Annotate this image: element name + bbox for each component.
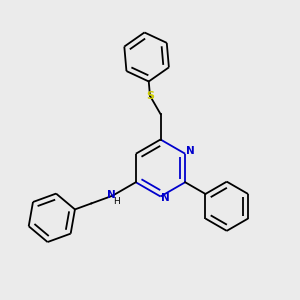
Text: H: H <box>113 197 119 206</box>
Text: N: N <box>107 190 116 200</box>
Text: N: N <box>186 146 195 156</box>
Text: S: S <box>146 91 154 101</box>
Text: N: N <box>161 193 170 203</box>
